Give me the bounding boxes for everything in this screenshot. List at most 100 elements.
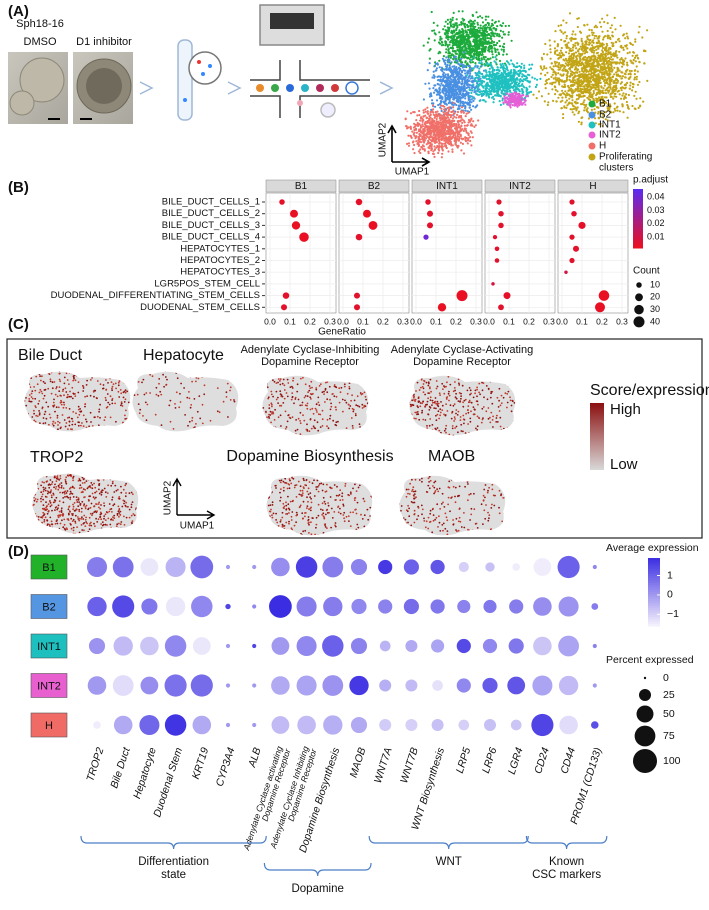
legend-swatch [588, 142, 596, 150]
legend-tick-label: 25 [663, 689, 675, 701]
dot [379, 640, 391, 652]
row-label: B2 [42, 601, 55, 613]
column-label: Hepatocyte [131, 746, 159, 800]
legend-tick-label: 20 [650, 292, 660, 302]
legend-swatch [588, 131, 596, 139]
dot [323, 596, 343, 617]
dot [140, 636, 159, 656]
legend-tick-label: 0 [663, 672, 669, 684]
dot [458, 719, 470, 731]
x-tick-label: 0.0 [556, 316, 568, 326]
dot [494, 246, 500, 252]
dot [456, 678, 471, 693]
legend-tick-label: 0.03 [647, 205, 665, 215]
dot [558, 675, 579, 696]
sample-label: Sph18-16 [16, 18, 64, 30]
column-label: LGR4 [506, 746, 526, 776]
umap-axes [172, 477, 216, 520]
colorbar-segment [648, 582, 660, 586]
dot [225, 643, 231, 649]
dot [271, 716, 290, 734]
legend-label: B2 [599, 110, 612, 121]
dot [279, 199, 285, 205]
column-label: TROP2 [84, 746, 106, 783]
dot [531, 713, 554, 737]
legend-label: H [599, 141, 606, 152]
facet-label: INT1 [436, 181, 458, 192]
dot [113, 636, 133, 656]
dot [494, 258, 500, 263]
x-tick-label: 0.1 [357, 316, 369, 326]
dot [509, 599, 524, 614]
axis-label: UMAP1 [395, 167, 430, 178]
dot [323, 715, 343, 735]
panel-frame [6, 338, 703, 539]
colorbar-segment [633, 194, 643, 198]
colorbar-segment [633, 232, 643, 235]
x-tick-label: 0.1 [503, 316, 515, 326]
facet-strip [411, 179, 483, 193]
dot [485, 562, 495, 572]
colorbar-segment [633, 210, 643, 214]
row-label: INT1 [37, 641, 61, 653]
size-key [643, 676, 647, 680]
legend-title: Count [633, 266, 660, 277]
condition-label: D1 inhibitor [76, 36, 132, 48]
colorbar-segment [633, 206, 643, 210]
dot [269, 595, 292, 618]
colorbar-segment [648, 610, 660, 613]
dot [498, 222, 504, 229]
dot [592, 683, 597, 688]
group-label: CSC markers [532, 869, 601, 881]
x-tick-label: 0.0 [337, 316, 349, 326]
colorbar-segment [633, 204, 643, 208]
legend-tick-label: 0 [667, 589, 673, 601]
facet-strip [265, 179, 337, 193]
row-badge [30, 633, 68, 659]
colorbar-segment [648, 592, 660, 595]
dot [457, 599, 471, 614]
dot [322, 675, 344, 696]
legend-tick-label: 0.04 [647, 191, 665, 201]
dot [405, 679, 418, 692]
dot [507, 676, 526, 695]
x-tick-label: 0.1 [284, 316, 296, 326]
dot [225, 722, 231, 728]
row-badge [30, 673, 68, 698]
plot-title: Bile Duct [18, 347, 83, 364]
column-label: KRT19 [190, 746, 212, 781]
dot [322, 556, 344, 578]
colorbar-segment [633, 220, 643, 223]
colorbar-segment [648, 616, 660, 620]
colorbar-segment [648, 567, 660, 570]
facet-strip [484, 179, 556, 193]
legend-tick-label: 1 [667, 569, 673, 581]
legend-label: clusters [599, 163, 633, 174]
colorbar-segment [633, 242, 643, 245]
group-bracket [263, 862, 372, 877]
legend-tick-label: 40 [650, 316, 660, 326]
colorbar-segment [633, 198, 643, 202]
umap-axes [387, 124, 431, 167]
plot-title: Dopamine Biosynthesis [226, 448, 393, 465]
dot [165, 556, 186, 578]
x-tick-label: 0.0 [264, 316, 276, 326]
dot [86, 556, 108, 578]
group-bracket [80, 835, 267, 850]
dot [113, 715, 133, 735]
umap-thumbnail [24, 371, 131, 432]
dot [252, 604, 257, 609]
dot [271, 637, 290, 655]
plot-title: TROP2 [30, 449, 83, 466]
colorbar-segment [633, 190, 643, 194]
dot [87, 596, 107, 617]
colorbar-segment [648, 623, 660, 627]
dot [437, 303, 447, 312]
legend-label: Proliferating [599, 152, 652, 163]
umap-thumbnail [266, 475, 373, 536]
legend-swatch [588, 100, 596, 108]
x-tick-label: 0.1 [576, 316, 588, 326]
legend-swatch [588, 111, 596, 119]
x-tick-label: 0.2 [304, 316, 316, 326]
colorbar-segment [648, 585, 660, 588]
